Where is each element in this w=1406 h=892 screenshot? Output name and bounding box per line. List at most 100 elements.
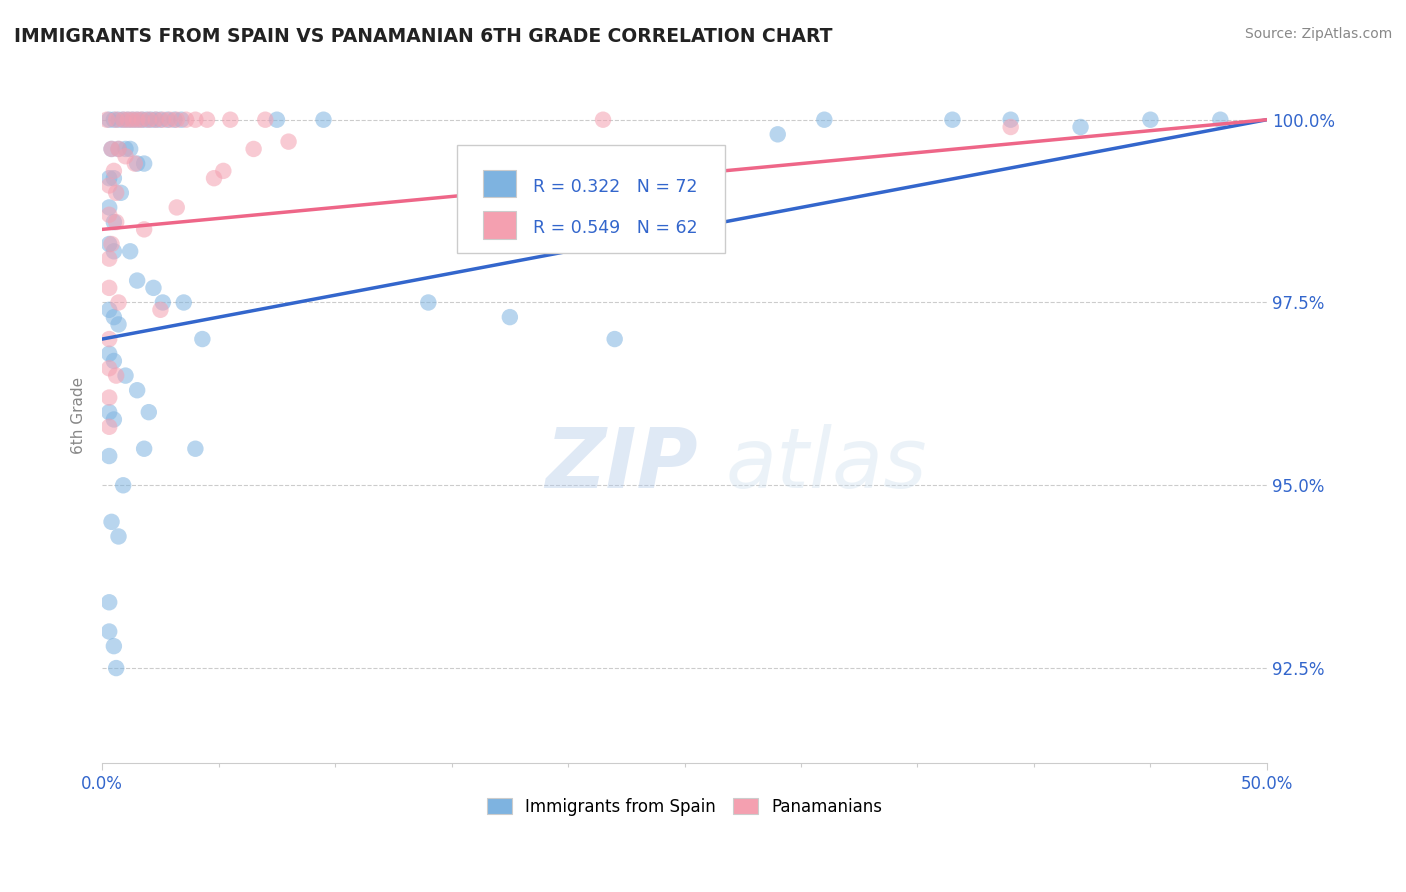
FancyBboxPatch shape	[484, 211, 516, 239]
Text: R = 0.549   N = 62: R = 0.549 N = 62	[533, 219, 697, 237]
Point	[156, 112, 179, 127]
Point	[110, 186, 132, 200]
Point	[98, 449, 121, 463]
Point	[131, 112, 153, 127]
Point	[813, 112, 835, 127]
FancyBboxPatch shape	[484, 169, 516, 197]
Point	[134, 222, 156, 236]
Point	[418, 295, 440, 310]
Point	[107, 318, 129, 332]
Point	[941, 112, 963, 127]
Point	[100, 237, 122, 252]
Point	[112, 112, 135, 127]
Point	[242, 142, 264, 156]
Point	[174, 112, 197, 127]
Point	[127, 112, 149, 127]
Point	[103, 215, 125, 229]
Point	[105, 112, 128, 127]
Point	[103, 112, 125, 127]
Point	[98, 405, 121, 419]
Point	[138, 112, 160, 127]
Text: R = 0.322   N = 72: R = 0.322 N = 72	[533, 178, 697, 195]
Point	[219, 112, 242, 127]
Point	[170, 112, 193, 127]
Point	[134, 156, 156, 170]
Point	[127, 156, 149, 170]
Point	[603, 332, 626, 346]
Point	[149, 302, 172, 317]
Point	[121, 112, 143, 127]
Text: IMMIGRANTS FROM SPAIN VS PANAMANIAN 6TH GRADE CORRELATION CHART: IMMIGRANTS FROM SPAIN VS PANAMANIAN 6TH …	[14, 27, 832, 45]
Point	[103, 639, 125, 653]
FancyBboxPatch shape	[457, 145, 725, 252]
Point	[1000, 112, 1022, 127]
Point	[107, 112, 129, 127]
Point	[145, 112, 167, 127]
Point	[254, 112, 277, 127]
Point	[166, 112, 188, 127]
Point	[98, 178, 121, 193]
Point	[98, 332, 121, 346]
Point	[195, 112, 218, 127]
Point	[100, 142, 122, 156]
Point	[112, 112, 135, 127]
Point	[100, 515, 122, 529]
Point	[98, 112, 121, 127]
Point	[105, 186, 128, 200]
Point	[112, 478, 135, 492]
Point	[98, 302, 121, 317]
Point	[277, 135, 299, 149]
Point	[202, 171, 225, 186]
Point	[312, 112, 335, 127]
Point	[107, 142, 129, 156]
Point	[1000, 120, 1022, 134]
Point	[127, 274, 149, 288]
Point	[499, 310, 522, 325]
Point	[163, 112, 186, 127]
Point	[120, 142, 142, 156]
Point	[103, 244, 125, 259]
Point	[105, 215, 128, 229]
Point	[114, 142, 136, 156]
Point	[98, 201, 121, 215]
Point	[103, 354, 125, 368]
Point	[103, 171, 125, 186]
Point	[1070, 120, 1092, 134]
Point	[191, 332, 214, 346]
Point	[114, 149, 136, 163]
Point	[152, 112, 174, 127]
Point	[127, 383, 149, 397]
Point	[103, 412, 125, 426]
Point	[212, 164, 235, 178]
Point	[139, 112, 162, 127]
Point	[592, 112, 614, 127]
Point	[159, 112, 181, 127]
Point	[98, 252, 121, 266]
Point	[100, 142, 122, 156]
Text: Source: ZipAtlas.com: Source: ZipAtlas.com	[1244, 27, 1392, 41]
Point	[134, 442, 156, 456]
Point	[184, 442, 207, 456]
Point	[142, 281, 165, 295]
Point	[98, 346, 121, 360]
Point	[114, 368, 136, 383]
Point	[127, 112, 149, 127]
Point	[105, 661, 128, 675]
Point	[135, 112, 157, 127]
Text: ZIP: ZIP	[544, 424, 697, 505]
Point	[107, 295, 129, 310]
Point	[121, 112, 143, 127]
Point	[98, 237, 121, 252]
Point	[96, 112, 118, 127]
Point	[131, 112, 153, 127]
Point	[107, 529, 129, 543]
Text: atlas: atlas	[725, 424, 927, 505]
Point	[166, 201, 188, 215]
Legend: Immigrants from Spain, Panamanians: Immigrants from Spain, Panamanians	[478, 789, 890, 824]
Point	[124, 156, 146, 170]
Point	[766, 128, 789, 142]
Point	[117, 112, 139, 127]
Point	[98, 208, 121, 222]
Point	[98, 361, 121, 376]
Point	[173, 295, 195, 310]
